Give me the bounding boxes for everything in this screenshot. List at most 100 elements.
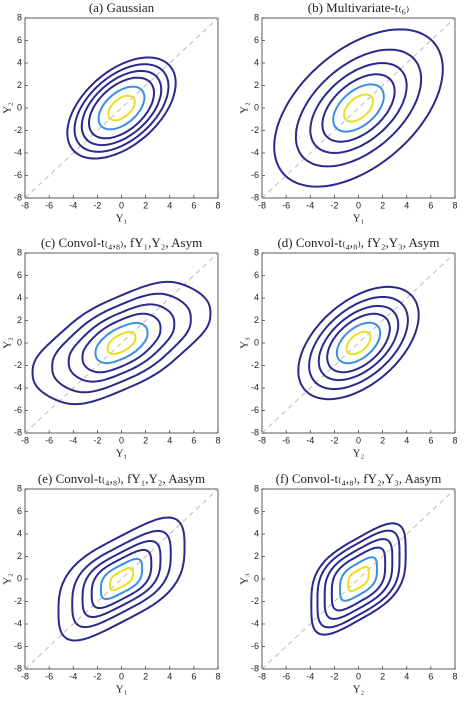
x-tick-label: -2 [93, 435, 101, 445]
y-tick-label: 0 [254, 573, 259, 583]
x-tick-label: 2 [143, 200, 148, 210]
contour [106, 331, 137, 355]
contour [31, 280, 212, 406]
contour [66, 56, 177, 160]
x-tick-label: 0 [356, 200, 361, 210]
y-tick-label: 0 [254, 337, 259, 347]
x-tick-label: 2 [143, 671, 148, 681]
diagonal [24, 252, 219, 434]
contour [94, 321, 149, 365]
x-tick-label: 0 [119, 435, 124, 445]
y-tick-label: 8 [17, 483, 22, 493]
x-tick-label: 0 [356, 435, 361, 445]
y-tick-label: 8 [254, 12, 259, 22]
x-tick-label: -6 [45, 671, 53, 681]
y-tick-label: -6 [251, 170, 259, 180]
contour [323, 538, 394, 620]
contour [310, 522, 407, 636]
contour [51, 292, 192, 394]
y-axis-label: Y₂ [2, 337, 14, 349]
x-tick-label: 8 [215, 435, 220, 445]
x-tick-label: -8 [258, 435, 266, 445]
y-tick-label: -4 [251, 618, 259, 628]
x-tick-label: 4 [167, 671, 172, 681]
x-tick-label: 4 [404, 200, 409, 210]
x-tick-label: 8 [452, 435, 457, 445]
x-tick-label: 8 [452, 200, 457, 210]
panel-title: (c) Convol-t₍₄,₈₎, fY₁,Y₂, Asym [41, 235, 202, 250]
y-axis-label: Y₃ [239, 573, 251, 585]
x-tick-label: -6 [45, 435, 53, 445]
x-tick-label: 2 [380, 671, 385, 681]
y-tick-label: -2 [14, 596, 22, 606]
contour [81, 540, 162, 618]
y-tick-label: 2 [254, 551, 259, 561]
y-tick-label: 4 [17, 57, 22, 67]
x-tick-label: -8 [21, 200, 29, 210]
x-tick-label: -6 [282, 435, 290, 445]
x-tick-label: -2 [93, 200, 101, 210]
y-axis-label: Y₂ [2, 573, 14, 585]
y-tick-label: 4 [17, 528, 22, 538]
x-tick-label: 8 [215, 200, 220, 210]
x-tick-label: -8 [258, 200, 266, 210]
panel-title: (e) Convol-t₍₄,₈₎, fY₁,Y₂, Aasym [38, 471, 205, 486]
y-tick-label: -4 [14, 382, 22, 392]
x-tick-label: -6 [282, 200, 290, 210]
contour [107, 94, 136, 122]
y-tick-label: -2 [14, 360, 22, 370]
y-tick-label: -6 [14, 170, 22, 180]
contour [326, 312, 391, 374]
x-tick-label: 0 [119, 200, 124, 210]
contour [99, 557, 144, 601]
x-tick-label: 4 [167, 435, 172, 445]
y-tick-label: 2 [254, 315, 259, 325]
y-tick-label: 2 [17, 80, 22, 90]
x-tick-label: 2 [380, 200, 385, 210]
contour [273, 28, 444, 188]
y-tick-label: -2 [14, 125, 22, 135]
y-tick-label: 0 [254, 102, 259, 112]
y-tick-label: 8 [254, 483, 259, 493]
y-tick-label: 6 [17, 270, 22, 280]
x-tick-label: 6 [191, 671, 196, 681]
x-tick-label: 4 [167, 200, 172, 210]
x-tick-label: -4 [306, 200, 314, 210]
x-axis-label: Y₁ [116, 213, 128, 225]
contour [294, 48, 423, 168]
y-axis-label: Y₂ [239, 102, 251, 114]
y-tick-label: 0 [17, 337, 22, 347]
diagonal [261, 17, 456, 199]
x-tick-label: 6 [191, 435, 196, 445]
x-tick-label: 0 [119, 671, 124, 681]
contour [81, 312, 162, 374]
contour [338, 556, 379, 602]
x-tick-label: -8 [258, 671, 266, 681]
x-tick-label: 2 [380, 435, 385, 445]
diagonal [261, 252, 456, 434]
y-tick-label: -6 [14, 641, 22, 651]
x-tick-label: -8 [21, 671, 29, 681]
contour [73, 63, 170, 153]
x-axis-label: Y₂ [353, 448, 365, 460]
contour [345, 330, 372, 356]
diagonal [24, 488, 219, 670]
y-axis-label: Y₂ [2, 102, 14, 114]
y-tick-label: -6 [251, 641, 259, 651]
x-tick-label: -4 [69, 200, 77, 210]
contour [316, 529, 401, 629]
y-tick-label: -8 [251, 192, 259, 202]
y-tick-label: 0 [17, 102, 22, 112]
x-tick-label: 4 [404, 435, 409, 445]
diagonal [261, 488, 456, 670]
contour [343, 93, 374, 123]
contour [109, 566, 134, 592]
y-tick-label: -4 [251, 147, 259, 157]
contour [80, 69, 163, 147]
x-tick-label: -6 [45, 200, 53, 210]
y-tick-label: -4 [14, 618, 22, 628]
x-tick-label: 6 [428, 435, 433, 445]
x-tick-label: -2 [93, 671, 101, 681]
contour [317, 304, 400, 382]
y-tick-label: 2 [17, 551, 22, 561]
